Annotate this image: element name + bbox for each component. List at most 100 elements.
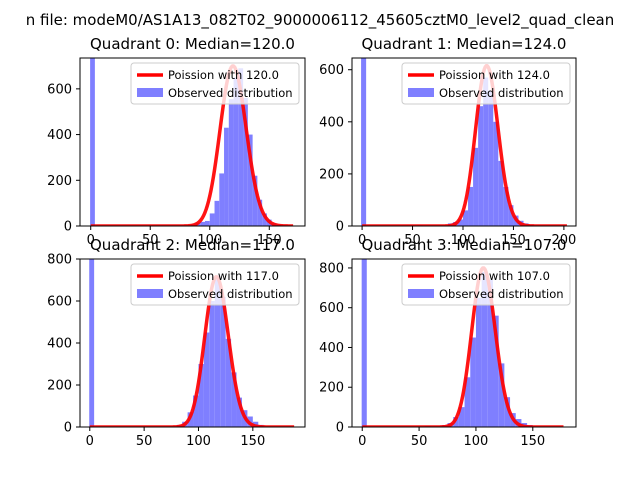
legend-swatch-observed xyxy=(408,88,434,97)
legend-label-observed: Observed distribution xyxy=(439,287,564,301)
plot-area xyxy=(90,58,294,226)
y-tick-label: 0 xyxy=(336,220,344,235)
subplot-quadrant-2: 0 50 100 150 0 200 400 600 800 Quadrant 2: Median… xyxy=(47,236,306,449)
histogram-bar xyxy=(200,221,205,226)
y-tick-label: 400 xyxy=(319,115,344,130)
x-tick-label: 50 xyxy=(411,434,428,449)
histogram-bar xyxy=(493,121,499,226)
histogram-bar xyxy=(228,99,234,226)
histogram-bar xyxy=(224,127,229,226)
x-tick-label: 50 xyxy=(404,233,421,248)
legend-label-poisson: Poission with 120.0 xyxy=(168,68,279,82)
histogram-bar xyxy=(193,395,199,427)
histogram-bar xyxy=(508,205,514,226)
y-tick-label: 0 xyxy=(336,421,344,436)
histogram-bar xyxy=(498,363,505,427)
legend-label-poisson: Poission with 117.0 xyxy=(168,269,279,283)
histogram-bar xyxy=(225,338,232,427)
histogram-bar xyxy=(214,275,221,427)
y-tick-label: 200 xyxy=(319,167,344,182)
legend-box xyxy=(401,62,571,105)
histogram-bar xyxy=(498,160,504,226)
y-tick-label: 200 xyxy=(319,381,344,396)
subplots-grid: 0 50 100 150 0 200 400 600 Quadrant 0: Median=12… xyxy=(47,35,577,449)
legend-swatch-observed xyxy=(137,88,163,97)
y-tick-label: 400 xyxy=(47,337,72,352)
histogram-bar xyxy=(462,210,469,226)
x-tick-label: 100 xyxy=(186,434,211,449)
y-tick-label: 0 xyxy=(64,421,72,436)
figure-suptitle: n file: modeM0/AS1A13_082T02_9000006112_… xyxy=(26,11,615,30)
histogram-bar xyxy=(504,397,511,427)
histogram-bar xyxy=(231,372,237,427)
histogram-bar xyxy=(503,186,509,226)
poisson-curve xyxy=(90,64,294,226)
histogram-bar xyxy=(464,377,471,427)
legend: Poission with 124.0 Observed distribution xyxy=(401,62,571,105)
histogram-bar xyxy=(236,397,242,427)
x-tick-label: 0 xyxy=(86,434,94,449)
histogram-bar xyxy=(468,186,474,226)
y-tick-label: 600 xyxy=(319,63,344,78)
histogram-bar xyxy=(90,58,95,226)
histogram-bar xyxy=(247,134,253,226)
histogram-bar xyxy=(492,315,499,427)
y-tick-label: 400 xyxy=(319,341,344,356)
histogram-bar xyxy=(458,407,465,427)
legend-swatch-observed xyxy=(137,289,163,298)
histogram-bar xyxy=(361,58,367,226)
legend-swatch-observed xyxy=(408,289,434,298)
y-tick-label: 800 xyxy=(47,253,72,268)
histogram-bar xyxy=(262,213,267,226)
x-tick-label: 100 xyxy=(451,233,476,248)
histogram-bar xyxy=(214,200,220,226)
subplot-title: Quadrant 3: Median=107.0 xyxy=(362,236,567,254)
x-tick-label: 100 xyxy=(197,233,222,248)
histogram-bar xyxy=(198,364,204,427)
histogram-bar xyxy=(478,106,484,226)
histogram-bar xyxy=(453,417,459,427)
x-tick-label: 150 xyxy=(501,233,526,248)
legend-box xyxy=(130,263,300,306)
histogram-bar xyxy=(361,259,367,427)
legend-label-poisson: Poission with 107.0 xyxy=(439,269,550,283)
axes-frame xyxy=(351,57,577,227)
subplot-title: Quadrant 0: Median=120.0 xyxy=(90,35,295,53)
legend-label-observed: Observed distribution xyxy=(439,86,564,100)
y-tick-label: 600 xyxy=(47,82,72,97)
histogram-bar xyxy=(457,219,463,226)
x-tick-label: 150 xyxy=(257,233,282,248)
y-tick-label: 200 xyxy=(47,174,72,189)
y-tick-label: 400 xyxy=(47,128,72,143)
x-tick-label: 100 xyxy=(464,434,489,449)
legend: Poission with 117.0 Observed distribution xyxy=(130,263,300,306)
x-tick-label: 0 xyxy=(358,434,366,449)
histogram-bar xyxy=(209,213,215,226)
subplot-title: Quadrant 2: Median=117.0 xyxy=(90,236,295,254)
subplot-quadrant-1: 0 50 100 150 200 0 200 400 600 Quadrant 1: Median… xyxy=(319,35,577,248)
histogram-bar xyxy=(487,279,493,427)
histogram-bar xyxy=(203,332,210,427)
histogram-bar xyxy=(220,296,226,427)
x-tick-label: 50 xyxy=(136,434,153,449)
legend: Poission with 120.0 Observed distribution xyxy=(130,62,300,105)
legend: Poission with 107.0 Observed distribution xyxy=(401,263,571,306)
histogram-bar xyxy=(483,77,489,226)
histogram-bar xyxy=(219,173,225,226)
histogram-bar xyxy=(481,271,488,427)
histogram-bar xyxy=(257,199,263,226)
y-tick-label: 800 xyxy=(319,261,344,276)
x-tick-label: 200 xyxy=(551,233,576,248)
x-tick-label: 0 xyxy=(358,233,366,248)
plot-area xyxy=(89,259,295,427)
x-tick-label: 150 xyxy=(240,434,265,449)
histogram-bar xyxy=(205,220,210,226)
histogram-bar xyxy=(209,301,215,427)
y-tick-label: 600 xyxy=(47,295,72,310)
x-tick-label: 150 xyxy=(520,434,545,449)
subplot-quadrant-3: 0 50 100 150 0 200 400 600 800 Quadrant 3: Median… xyxy=(319,236,577,449)
legend-label-poisson: Poission with 124.0 xyxy=(439,68,550,82)
y-tick-label: 200 xyxy=(47,379,72,394)
subplot-quadrant-0: 0 50 100 150 0 200 400 600 Quadrant 0: Median=12… xyxy=(47,35,306,248)
